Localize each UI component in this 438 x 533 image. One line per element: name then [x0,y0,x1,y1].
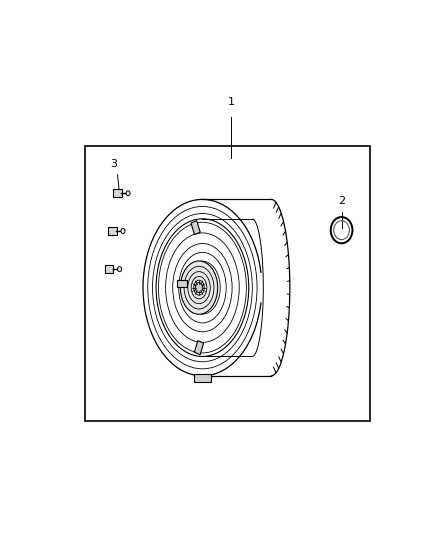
Ellipse shape [195,282,203,293]
Text: 1: 1 [228,97,235,107]
Polygon shape [177,280,187,287]
Polygon shape [194,341,204,354]
Text: 3: 3 [111,159,118,168]
Ellipse shape [126,191,130,196]
FancyBboxPatch shape [113,189,122,197]
Ellipse shape [121,229,125,233]
Text: 2: 2 [338,196,345,206]
Bar [85,146,371,421]
Bar [194,374,211,383]
FancyBboxPatch shape [105,265,113,273]
Ellipse shape [180,261,218,314]
Polygon shape [191,221,200,235]
FancyBboxPatch shape [108,227,117,235]
Ellipse shape [117,266,122,272]
